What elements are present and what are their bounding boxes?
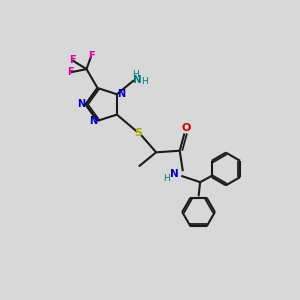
Text: H: H [141, 77, 148, 86]
Text: N: N [133, 75, 142, 85]
Text: N: N [77, 99, 86, 110]
Text: F: F [69, 55, 76, 65]
Text: N: N [89, 116, 98, 126]
Text: S: S [134, 128, 142, 137]
Text: H: H [163, 174, 170, 183]
Text: F: F [88, 51, 94, 61]
Text: O: O [181, 123, 191, 133]
Text: H: H [132, 70, 139, 79]
Text: N: N [170, 169, 178, 179]
Text: F: F [68, 67, 74, 77]
Text: N: N [117, 89, 125, 99]
